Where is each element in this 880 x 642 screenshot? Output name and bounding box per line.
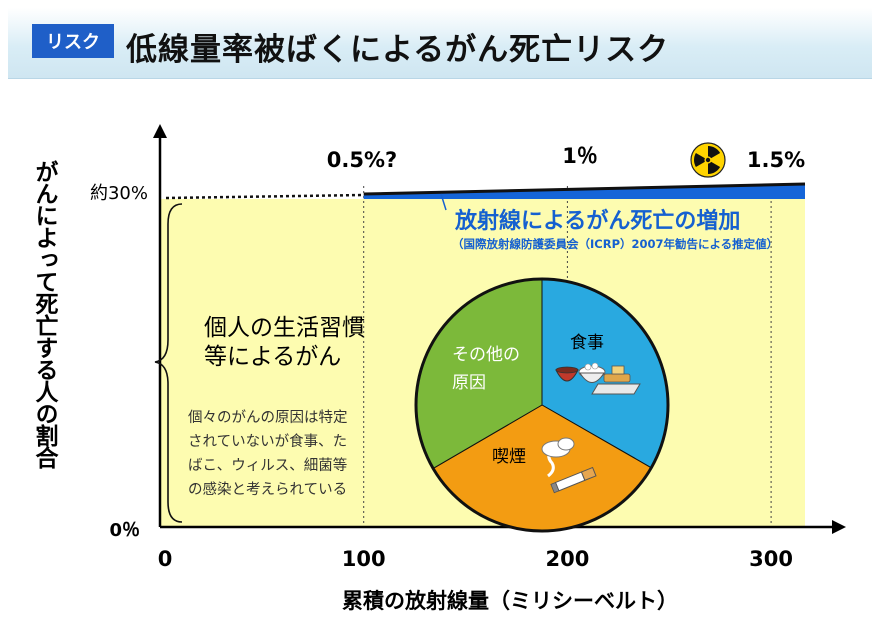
pie-label-other-line2: 原因 (452, 373, 486, 393)
pie-label-other-line1: その他の (452, 345, 520, 365)
y-tick-0: 0％ (109, 520, 140, 541)
increase-label-100: 0.5%? (327, 148, 397, 172)
radiation-increase-wedge (363, 185, 805, 199)
note-line-4: の感染と考えられている (188, 481, 347, 498)
x-tick-300: 300 (749, 547, 793, 571)
x-tick-0: 0 (158, 547, 173, 571)
cigarette-icon (541, 437, 597, 494)
food-icon (555, 362, 641, 395)
lifestyle-label-line1: 個人の生活習慣 (204, 315, 365, 341)
increase-label-200: 1％ (562, 144, 598, 168)
page-title: 低線量率被ばくによるがん死亡リスク (126, 32, 670, 68)
pie-label-diet: 食事 (570, 333, 604, 353)
increase-title: 放射線によるがん死亡の増加 (454, 208, 740, 234)
lifestyle-label-line2: 等によるがん (204, 344, 341, 370)
y-axis-arrow (153, 124, 167, 138)
radiation-icon (690, 142, 726, 178)
total-risk-line (363, 182, 806, 196)
y-tick-30: 約30% (90, 183, 148, 204)
x-tick-100: 100 (342, 547, 386, 571)
increase-label-300: 1.5% (747, 148, 805, 172)
increase-pointer (440, 193, 447, 211)
pie-outline (414, 277, 670, 533)
increase-note: （国際放射線防護委員会（ICRP）2007年勧告による推定値） (452, 237, 778, 251)
y-axis-label: がんによって死亡する人の割合 (31, 159, 59, 469)
title-banner: リスク 低線量率被ばくによるがん死亡リスク (8, 8, 872, 79)
pie-label-smoking: 喫煙 (492, 447, 526, 467)
note-line-2: されていないが食事、た (188, 433, 347, 450)
lifestyle-brace (154, 203, 183, 523)
x-axis-label: 累積の放射線量（ミリシーベルト） (342, 589, 678, 613)
x-axis-arrow (832, 520, 846, 534)
note-line-1: 個々のがんの原因は特定 (188, 409, 348, 426)
note-line-3: ばこ、ウィルス、細菌等 (188, 456, 347, 474)
baseline-30-dotted-line (165, 193, 364, 200)
cause-pie-chart (414, 277, 670, 533)
x-tick-200: 200 (545, 547, 589, 571)
risk-tag: リスク (32, 24, 114, 58)
